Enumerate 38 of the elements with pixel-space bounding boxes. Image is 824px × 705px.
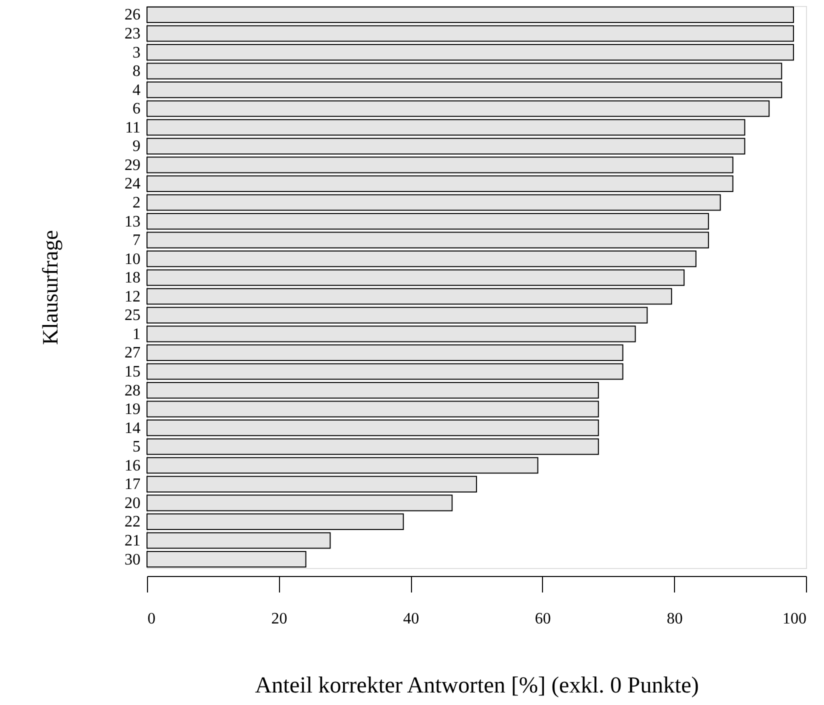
- y-tick-label: 1: [132, 326, 140, 343]
- x-axis-title: Anteil korrekter Antworten [%] (exkl. 0 Punkte): [255, 672, 699, 698]
- x-tick-label: 100: [782, 610, 806, 628]
- y-tick-label: 18: [124, 270, 140, 287]
- y-tick-label: 13: [124, 213, 140, 230]
- y-tick-label: 3: [132, 44, 140, 62]
- y-tick-label: 19: [124, 401, 140, 418]
- x-tick-label: 40: [403, 610, 420, 628]
- x-tick-label: 0: [148, 610, 156, 628]
- x-tick-label: 20: [271, 610, 288, 628]
- y-tick-label: 29: [124, 156, 140, 174]
- y-tick-label: 22: [124, 514, 140, 531]
- y-tick-label: 27: [124, 344, 140, 362]
- y-tick-label: 15: [124, 363, 140, 380]
- y-tick-label: 9: [132, 138, 140, 156]
- y-tick-label: 17: [124, 476, 140, 494]
- y-tick-label: 2: [132, 194, 140, 212]
- y-tick-label: 20: [124, 494, 140, 512]
- y-tick-label: 5: [132, 438, 140, 456]
- y-tick-label: 25: [124, 307, 140, 324]
- y-tick-label: 8: [132, 63, 140, 80]
- y-tick-label: 28: [124, 382, 140, 400]
- x-tick-label: 80: [666, 610, 683, 628]
- y-tick-label: 6: [132, 100, 140, 118]
- y-tick-label: 23: [124, 26, 140, 43]
- y-tick-label: 7: [132, 232, 140, 250]
- x-tick-label: 60: [534, 610, 551, 628]
- y-axis-title: Klausurfrage: [38, 230, 62, 345]
- y-tick-label: 30: [124, 551, 140, 568]
- y-tick-label: 14: [124, 420, 140, 437]
- y-tick-label: 26: [124, 6, 140, 24]
- y-tick-label: 11: [125, 119, 140, 136]
- y-tick-label: 4: [132, 82, 140, 99]
- y-tick-label: 24: [124, 176, 140, 193]
- y-tick-label: 10: [124, 250, 140, 268]
- y-tick-label: 21: [124, 532, 140, 550]
- y-tick-label: 16: [124, 457, 140, 474]
- y-tick-label: 12: [124, 288, 140, 306]
